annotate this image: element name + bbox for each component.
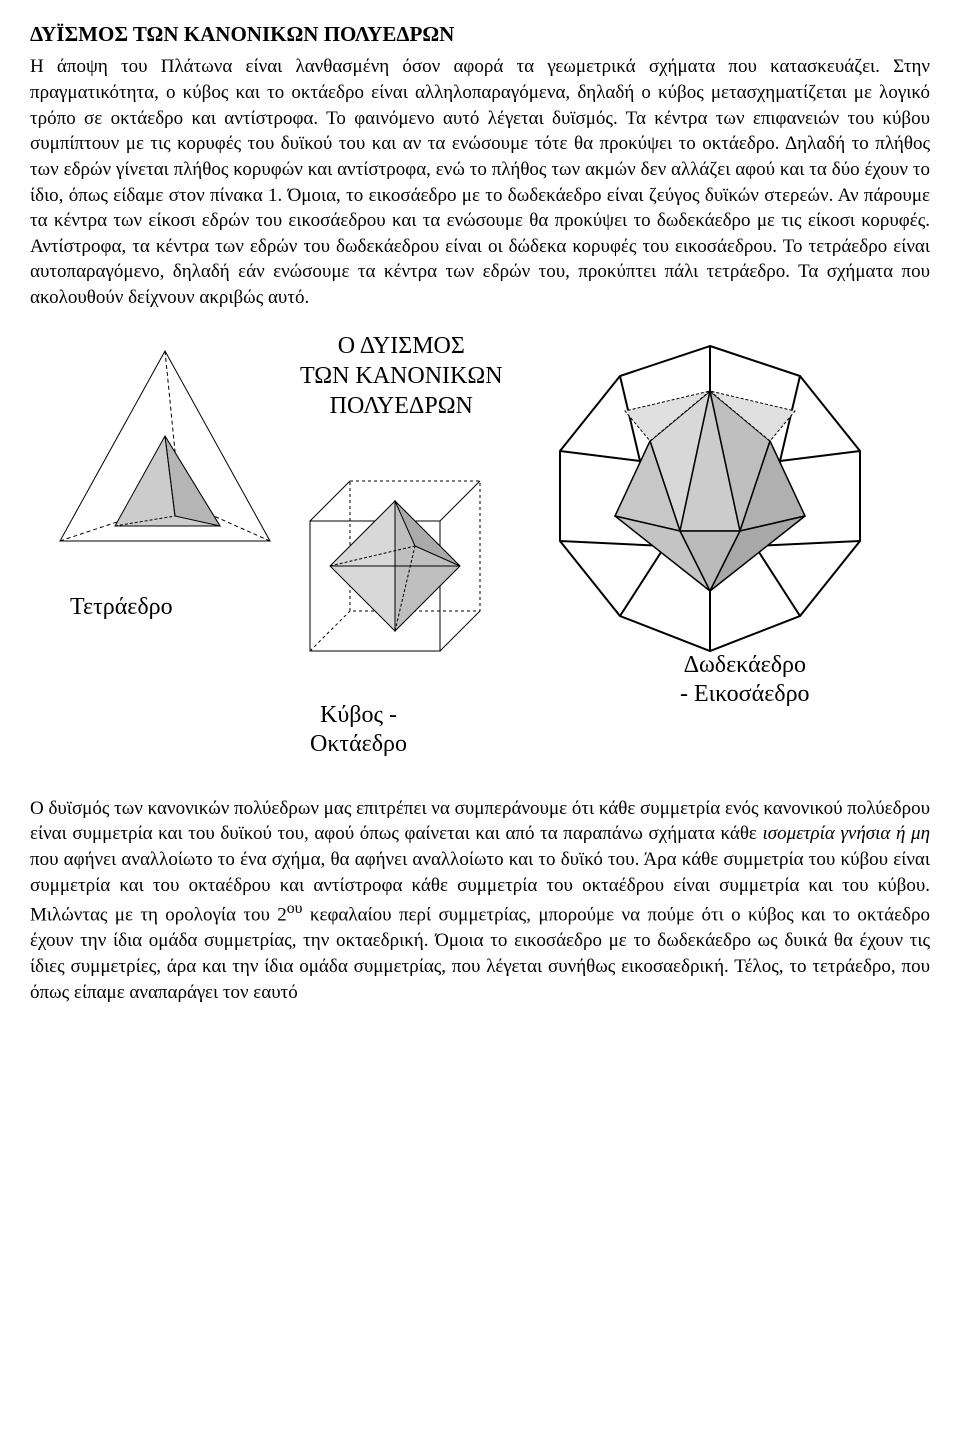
p2-italic: ισομετρία γνήσια ή μη bbox=[763, 823, 931, 844]
tetra-label: Τετράεδρο bbox=[70, 591, 173, 623]
paragraph-2: Ο δυϊσμός των κανονικών πολύεδρων μας επ… bbox=[30, 796, 930, 1005]
dodec-label: Δωδεκάεδρο - Εικοσάεδρο bbox=[680, 651, 810, 709]
p2-sup: ου bbox=[287, 900, 303, 917]
figure-title: Ο ΔΥΙΣΜΟΣ ΤΩΝ ΚΑΝΟΝΙΚΩΝ ΠΟΛΥΕΔΡΩΝ bbox=[300, 331, 503, 421]
dodec-label-l2: - Εικοσάεδρο bbox=[680, 681, 810, 707]
figure-title-l3: ΠΟΛΥΕΔΡΩΝ bbox=[330, 393, 473, 419]
cube-label-l2: Οκτάεδρο bbox=[310, 731, 407, 757]
figure-title-l1: Ο ΔΥΙΣΜΟΣ bbox=[338, 333, 465, 359]
page-title: ΔΥΪΣΜΟΣ ΤΩΝ ΚΑΝΟΝΙΚΩΝ ΠΟΛΥΕΔΡΩΝ bbox=[30, 20, 930, 48]
duality-figure: Ο ΔΥΙΣΜΟΣ ΤΩΝ ΚΑΝΟΝΙΚΩΝ ΠΟΛΥΕΔΡΩΝ Τετράε… bbox=[30, 321, 930, 781]
cube-octahedron-icon bbox=[270, 451, 510, 691]
figure-title-l2: ΤΩΝ ΚΑΝΟΝΙΚΩΝ bbox=[300, 363, 503, 389]
tetrahedron-icon bbox=[50, 341, 280, 581]
dodec-icos-icon bbox=[530, 331, 890, 671]
dodec-label-l1: Δωδεκάεδρο bbox=[684, 652, 806, 678]
cube-label: Κύβος - Οκτάεδρο bbox=[310, 701, 407, 759]
cube-label-l1: Κύβος - bbox=[320, 702, 397, 728]
paragraph-1: Η άποψη του Πλάτωνα είναι λανθασμένη όσο… bbox=[30, 54, 930, 310]
